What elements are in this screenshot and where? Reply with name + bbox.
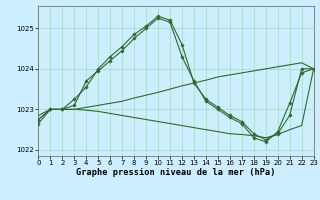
X-axis label: Graphe pression niveau de la mer (hPa): Graphe pression niveau de la mer (hPa) [76, 168, 276, 177]
